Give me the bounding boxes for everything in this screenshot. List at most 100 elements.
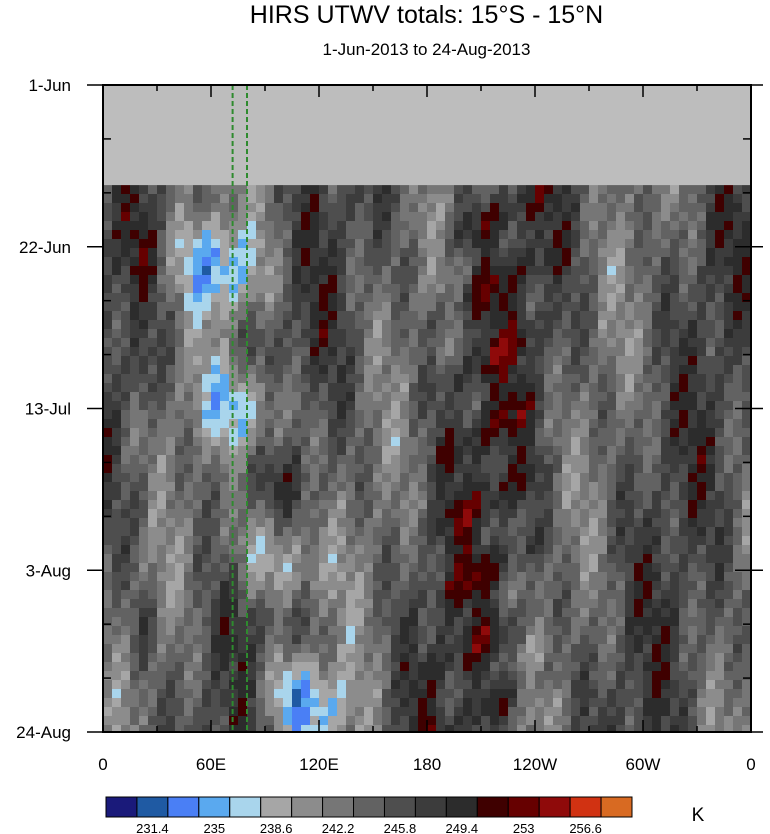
heatmap-cell	[616, 680, 626, 690]
heatmap-cell	[571, 221, 581, 231]
heatmap-cell	[535, 473, 545, 483]
heatmap-cell	[571, 428, 581, 438]
heatmap-cell	[274, 689, 284, 699]
heatmap-cell	[184, 536, 194, 546]
heatmap-cell	[310, 320, 320, 330]
heatmap-cell	[274, 212, 284, 222]
heatmap-cell	[256, 338, 266, 348]
heatmap-cell	[445, 311, 455, 321]
heatmap-cell	[661, 365, 671, 375]
heatmap-cell	[724, 572, 734, 582]
heatmap-cell	[265, 230, 275, 240]
heatmap-cell	[436, 185, 446, 195]
heatmap-cell	[616, 716, 626, 726]
heatmap-cell	[661, 608, 671, 618]
heatmap-cell	[373, 401, 383, 411]
heatmap-cell	[337, 401, 347, 411]
heatmap-cell	[499, 554, 509, 564]
heatmap-cell	[247, 374, 257, 384]
colorbar-swatch	[136, 796, 169, 818]
heatmap-cell	[652, 725, 662, 732]
heatmap-cell	[499, 572, 509, 582]
heatmap-cell	[391, 275, 401, 285]
heatmap-cell	[454, 554, 464, 564]
heatmap-cell	[301, 698, 311, 708]
heatmap-cell	[175, 356, 185, 366]
heatmap-cell	[508, 275, 518, 285]
heatmap-cell	[490, 554, 500, 564]
heatmap-cell	[292, 446, 302, 456]
heatmap-cell	[112, 437, 122, 447]
heatmap-cell	[409, 581, 419, 591]
heatmap-cell	[427, 509, 437, 519]
heatmap-cell	[661, 500, 671, 510]
heatmap-cell	[742, 203, 751, 213]
heatmap-cell	[499, 617, 509, 627]
heatmap-cell	[274, 617, 284, 627]
heatmap-cell	[706, 554, 716, 564]
heatmap-cell	[337, 275, 347, 285]
heatmap-cell	[445, 212, 455, 222]
heatmap-cell	[112, 365, 122, 375]
heatmap-cell	[157, 212, 167, 222]
heatmap-cell	[535, 608, 545, 618]
heatmap-cell	[454, 329, 464, 339]
heatmap-cell	[364, 419, 374, 429]
heatmap-cell	[373, 554, 383, 564]
heatmap-cell	[580, 311, 590, 321]
heatmap-cell	[679, 572, 689, 582]
heatmap-cell	[427, 437, 437, 447]
heatmap-cell	[643, 266, 653, 276]
heatmap-cell	[202, 491, 212, 501]
heatmap-cell	[328, 266, 338, 276]
heatmap-cell	[103, 392, 113, 402]
heatmap-cell	[148, 608, 158, 618]
heatmap-cell	[616, 464, 626, 474]
heatmap-cell	[661, 509, 671, 519]
heatmap-cell	[553, 608, 563, 618]
heatmap-cell	[382, 572, 392, 582]
heatmap-cell	[139, 365, 149, 375]
heatmap-cell	[490, 572, 500, 582]
heatmap-cell	[112, 527, 122, 537]
heatmap-cell	[193, 563, 203, 573]
heatmap-cell	[247, 545, 257, 555]
heatmap-cell	[445, 482, 455, 492]
heatmap-cell	[607, 464, 617, 474]
heatmap-cell	[562, 383, 572, 393]
heatmap-cell	[364, 293, 374, 303]
heatmap-cell	[517, 374, 527, 384]
x-tick-label: 120W	[513, 755, 557, 774]
heatmap-cell	[400, 248, 410, 258]
heatmap-cell	[445, 365, 455, 375]
heatmap-cell	[589, 356, 599, 366]
heatmap-cell	[472, 671, 482, 681]
heatmap-cell	[670, 248, 680, 258]
heatmap-cell	[418, 185, 428, 195]
heatmap-cell	[121, 221, 131, 231]
heatmap-cell	[499, 383, 509, 393]
heatmap-cell	[139, 509, 149, 519]
heatmap-cell	[184, 509, 194, 519]
heatmap-cell	[517, 671, 527, 681]
heatmap-cell	[229, 716, 239, 726]
heatmap-cell	[382, 275, 392, 285]
heatmap-cell	[463, 671, 473, 681]
heatmap-cell	[436, 689, 446, 699]
heatmap-cell	[247, 707, 257, 717]
heatmap-cell	[661, 725, 671, 732]
heatmap-cell	[319, 500, 329, 510]
heatmap-cell	[607, 554, 617, 564]
heatmap-cell	[562, 392, 572, 402]
heatmap-cell	[175, 311, 185, 321]
heatmap-cell	[499, 302, 509, 312]
heatmap-cell	[148, 428, 158, 438]
heatmap-cell	[481, 527, 491, 537]
heatmap-cell	[670, 329, 680, 339]
heatmap-cell	[328, 644, 338, 654]
heatmap-cell	[175, 401, 185, 411]
heatmap-cell	[328, 599, 338, 609]
heatmap-cell	[229, 662, 239, 672]
heatmap-cell	[490, 635, 500, 645]
heatmap-cell	[742, 500, 751, 510]
